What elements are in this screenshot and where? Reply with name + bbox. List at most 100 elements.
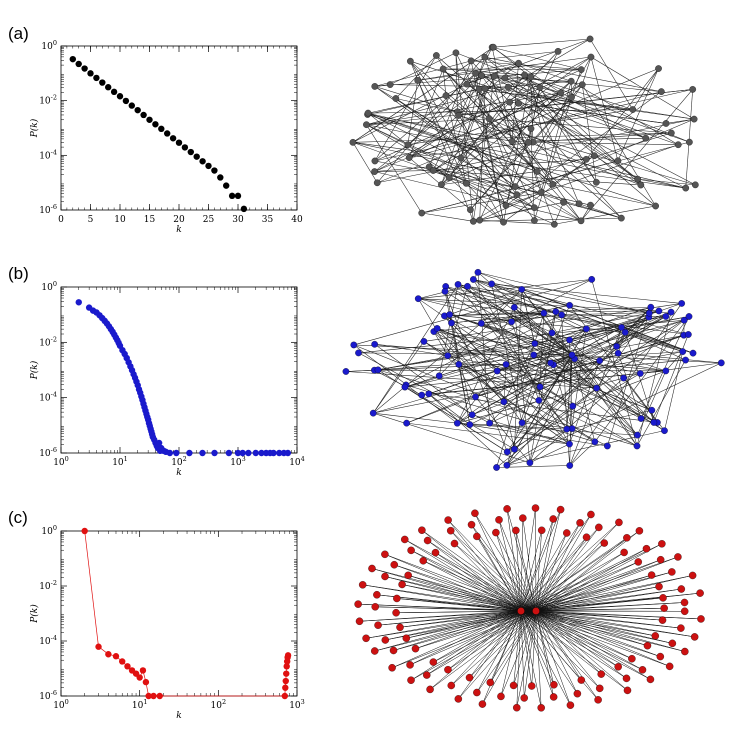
chart-a-point [193, 153, 200, 160]
network-c-node [527, 682, 536, 690]
network-a-node [637, 181, 645, 189]
chart-b-point [258, 449, 265, 457]
network-b-node [369, 409, 377, 417]
network-b-node [685, 331, 692, 338]
network-a-node [686, 138, 693, 146]
network-b-node [401, 383, 409, 391]
chart-b-point [252, 449, 259, 457]
network-c-node [658, 616, 667, 624]
network-a-node [508, 138, 516, 145]
network-c-node [582, 533, 591, 542]
chart-c-point [145, 692, 152, 700]
chart-c-x-tick-label: 100 [53, 698, 69, 711]
chart-a-x-tick-label: 25 [203, 215, 215, 225]
network-c-node [594, 696, 602, 704]
network-c-node [628, 655, 636, 663]
network-b-node [511, 445, 518, 453]
chart-a-point [69, 55, 77, 63]
network-c-node [401, 535, 409, 544]
chart-c-point [105, 651, 112, 658]
network-a-node [667, 129, 675, 137]
chart-a-point [122, 97, 130, 105]
chart-a-x-tick-label: 0 [58, 215, 64, 225]
network-a-node [593, 178, 600, 186]
network-a-node [455, 112, 462, 119]
network-b-node [500, 398, 508, 406]
network-c-node [623, 534, 631, 542]
chart-a-x-tick-label: 5 [88, 215, 94, 225]
network-b-node [620, 374, 627, 382]
network-c-node [680, 607, 689, 616]
network-c-node [660, 604, 668, 612]
network-c-node [677, 624, 685, 632]
chart-c-y-tick-label: 100 [41, 524, 57, 537]
network-b-node [662, 313, 670, 320]
network-a-node [501, 74, 509, 82]
chart-c-point [150, 692, 157, 700]
network-a-node [587, 53, 595, 61]
network-a-node [439, 65, 447, 73]
network-c-node [656, 652, 665, 661]
network-c-node [668, 568, 676, 576]
chart-b-point [166, 449, 174, 457]
network-b-node [493, 367, 501, 375]
chart-b-point [225, 449, 233, 457]
network-c-node [486, 678, 495, 687]
network-a-node [691, 181, 699, 189]
network-c-node [655, 582, 663, 591]
chart-a-x-tick-label: 40 [291, 215, 303, 225]
network-b-node [566, 301, 573, 309]
network-b-node [464, 282, 471, 290]
network-a-node [414, 77, 422, 84]
network-c-node [674, 553, 682, 561]
network-a-node [481, 85, 489, 93]
network-b-node [540, 309, 548, 317]
network-a-node [662, 120, 670, 127]
network-c-node [450, 539, 459, 548]
network-a-node [475, 85, 483, 93]
network-c-node [614, 663, 622, 671]
network-c-node [520, 694, 528, 702]
network-b-node [535, 397, 543, 404]
network-c-node [444, 516, 452, 524]
chart-a: 0 5 10 15 20 25 30 35 40 10-6 10-4 10-2 100 k P(k) [29, 39, 303, 235]
chart-a-point [140, 111, 147, 119]
network-b-node [508, 318, 515, 326]
network-b-node [444, 352, 452, 359]
chart-c-frame [60, 530, 298, 697]
network-c-node [370, 647, 379, 655]
chart-c-point [281, 692, 289, 700]
chart-a-point [217, 174, 224, 181]
panel-label-c: (c) [8, 508, 28, 527]
network-a-node [457, 154, 465, 162]
network-a-node [682, 184, 690, 192]
chart-a-point [199, 158, 206, 165]
network-c-node [549, 515, 557, 523]
chart-a-point [175, 139, 183, 146]
network-b-node [468, 411, 476, 419]
network-a-node [577, 66, 585, 73]
panel-label-b: (b) [8, 264, 29, 283]
network-c-node [646, 675, 655, 684]
network-a-node [557, 89, 565, 97]
chart-c-point [282, 677, 289, 685]
network-a-node [502, 202, 510, 209]
network-a-node [629, 106, 637, 113]
network-a-node [652, 202, 659, 210]
chart-a-point [187, 148, 194, 156]
network-b-node [536, 383, 544, 391]
network-c-node [668, 639, 677, 648]
chart-b-point [186, 449, 193, 457]
chart-c-point [112, 653, 120, 660]
network-c-node [423, 536, 432, 545]
network-a-node [634, 175, 642, 183]
network-c-node [471, 509, 479, 518]
network-a-node [614, 157, 622, 165]
network-a-node [521, 71, 528, 79]
network-a-node [578, 81, 586, 88]
chart-b-x-tick-label: 101 [112, 455, 128, 468]
network-b-node [350, 341, 358, 349]
network-b-node [655, 307, 663, 315]
network-b-node [621, 328, 629, 336]
